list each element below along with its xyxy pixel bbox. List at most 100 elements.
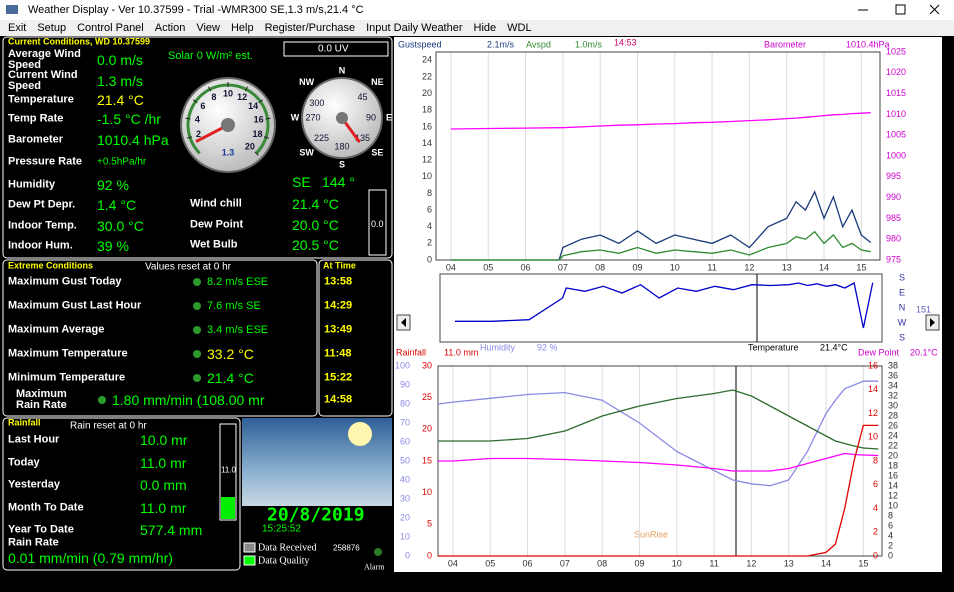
time-header: At Time (323, 260, 356, 271)
y-tick-label: 30 (422, 360, 432, 370)
y-tick-label: 1025 (886, 46, 906, 56)
extreme-time: 13:58 (324, 275, 353, 288)
extreme-time: 14:58 (324, 393, 353, 406)
status-dot (193, 326, 201, 334)
x-tick-label: 09 (634, 558, 644, 568)
y-tick-label: 1010 (886, 109, 906, 119)
alarm-label: Alarm (364, 562, 385, 572)
y-tick-label: 14 (888, 480, 898, 490)
row-value: 30.0 °C (97, 218, 144, 234)
time-panel (318, 259, 393, 417)
menu-item[interactable]: View (196, 22, 220, 34)
rain-value: 11.0 mr (140, 500, 187, 516)
y-tick-label: 12 (888, 490, 898, 500)
row-value: 92 % (97, 177, 129, 193)
row-label: Temperature (8, 93, 74, 106)
extreme-label: Maximum Rain Rate (16, 388, 67, 411)
readout-dew: 20.1°C (910, 347, 938, 357)
y-tick-label: 80 (400, 398, 410, 408)
menu-item[interactable]: Hide (473, 22, 497, 34)
compass-point: N (339, 65, 346, 75)
row-value: 39 % (97, 238, 129, 254)
menu-item[interactable]: Exit (8, 22, 27, 34)
y-tick-label: 12 (422, 155, 432, 165)
rain-value: 577.4 mm (140, 522, 203, 538)
sun (348, 422, 372, 446)
readout-barometer: 1010.4hPa (846, 39, 890, 49)
readout-rain: 11.0 mm (444, 347, 478, 357)
close-button[interactable] (929, 4, 940, 15)
status-dot (193, 278, 201, 286)
y-tick-label: 20 (888, 450, 898, 460)
y-tick-label: 5 (427, 519, 432, 529)
y-tick-label: 0 (427, 550, 432, 560)
x-tick-label: 05 (483, 262, 493, 272)
compass-tick-label: 90 (366, 112, 376, 122)
y-tick-label: 10 (868, 432, 878, 442)
wind-degrees: 144 ° (322, 174, 355, 190)
x-tick-label: 07 (558, 262, 568, 272)
menu-item[interactable]: Register/Purchase (264, 22, 356, 34)
y-tick-label: 1015 (886, 88, 906, 98)
arrow-left (401, 318, 406, 327)
needle-hub (336, 112, 348, 124)
dial-tick (254, 151, 259, 156)
x-tick-label: 04 (448, 558, 458, 568)
row-label: Dew Point (190, 218, 244, 231)
solar: Solar 0 W/m² est. (168, 50, 253, 62)
dial-tick-label: 2 (196, 129, 201, 139)
menu-item[interactable]: Help (230, 22, 254, 34)
x-tick-label: 05 (485, 558, 495, 568)
rain-value: 0.0 mm (140, 477, 187, 493)
y-tick-label: 100 (395, 360, 410, 370)
extreme-time: 15:22 (324, 371, 353, 384)
x-tick-label: 13 (782, 262, 792, 272)
y-tick-label: 20 (422, 88, 432, 98)
menu-item[interactable]: Setup (37, 22, 67, 34)
extreme-value: 8.2 m/s ESE (207, 276, 269, 288)
y-tick-label: 16 (868, 360, 878, 370)
maximize-button[interactable] (895, 4, 906, 15)
dial-tick-label: 16 (254, 115, 264, 125)
menu-bar (0, 20, 954, 36)
y-tick-label: 14 (422, 138, 432, 148)
y-tick-label: 70 (400, 417, 410, 427)
rain-bar-box (219, 423, 237, 521)
y-tick-label: 1020 (886, 67, 906, 77)
y-tick-label: 4 (888, 530, 893, 540)
y-tick-label: S (899, 332, 905, 342)
y-tick-label: 0 (405, 550, 410, 560)
dial-tick-label: 20 (245, 141, 255, 151)
menu-item[interactable]: Action (154, 22, 186, 34)
extreme-value: 21.4 °C (207, 370, 254, 386)
menu-item[interactable]: WDL (507, 22, 532, 34)
compass-point: E (386, 112, 392, 122)
menu-item[interactable]: Input Daily Weather (366, 22, 463, 34)
x-tick-label: 12 (744, 262, 754, 272)
y-tick-label: 60 (400, 436, 410, 446)
y-tick-label: 30 (400, 493, 410, 503)
menu-item[interactable]: Control Panel (77, 22, 144, 34)
row-label: Indoor Temp. (8, 219, 77, 232)
y-tick-label: 32 (888, 390, 898, 400)
y-tick-label: 16 (422, 121, 432, 131)
y-tick-label: 14 (868, 384, 878, 394)
plot-frame (435, 51, 881, 261)
row-value: 1010.4 hPa (97, 132, 169, 148)
y-tick-label: 28 (888, 410, 898, 420)
dial-tick-label: 12 (237, 92, 247, 102)
dial-tick (258, 99, 264, 104)
bar-box (368, 189, 387, 256)
x-tick-label: 09 (632, 262, 642, 272)
series-line (437, 380, 879, 487)
rain-value: 11.0 mr (140, 455, 187, 471)
x-tick-label: 06 (521, 262, 531, 272)
needle-hub (221, 118, 235, 132)
direction-readout: 151 (916, 304, 931, 314)
y-tick-label: N (899, 302, 906, 312)
y-tick-label: 40 (400, 474, 410, 484)
rain-note: Rain reset at 0 hr (70, 420, 147, 432)
y-tick-label: 10 (888, 500, 898, 510)
extreme-label: Minimum Temperature (8, 371, 126, 384)
